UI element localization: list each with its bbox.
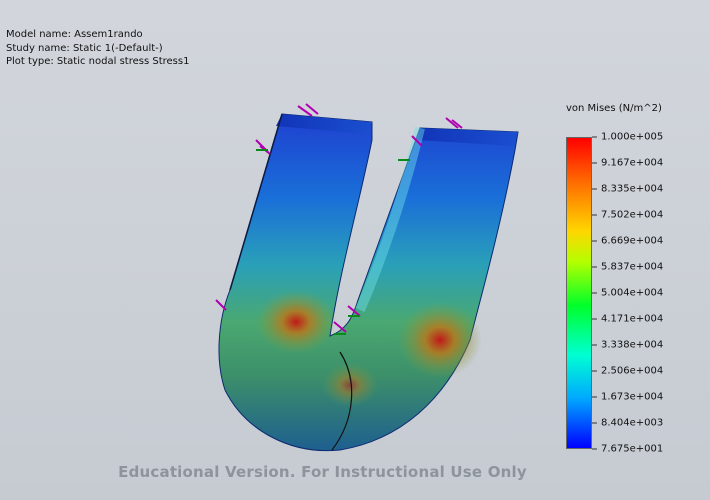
legend-tick-label: 1.000e+005 [601,131,664,143]
right-leg-top-face [418,128,518,146]
legend-tick-mark [592,396,597,398]
legend-tick-mark [592,214,597,216]
legend-tick-mark [592,266,597,268]
legend-tick-label: 7.502e+004 [601,209,664,221]
legend-tick-label: 8.335e+004 [601,183,664,195]
legend-color-bar [566,137,592,449]
fixture-arrow-icon [256,149,410,335]
legend-tick-label: 9.167e+004 [601,157,664,169]
legend-tick-label: 2.506e+004 [601,365,664,377]
legend-tick-mark [592,370,597,372]
legend-tick: 3.338e+004 [592,340,663,351]
force-arrow-icon [215,103,463,333]
left-leg-edge [229,113,283,291]
legend-tick-label: 7.675e+001 [601,443,664,455]
legend-tick-label: 1.673e+004 [601,391,664,403]
legend-tick: 1.673e+004 [592,392,663,403]
legend-tick-mark [592,292,597,294]
stress-hotspot-center [322,363,378,407]
legend-tick-mark [592,188,597,190]
legend-tick-mark [592,240,597,242]
legend-tick: 5.004e+004 [592,288,663,299]
model-name-label: Model name: Assem1rando [6,29,143,40]
legend-tick: 4.171e+004 [592,314,663,325]
legend-tick: 8.404e+003 [592,418,663,429]
stress-hotspot-right [398,302,482,378]
legend-tick: 7.502e+004 [592,210,663,221]
legend-tick-label: 4.171e+004 [601,313,664,325]
right-leg-inner-highlight [355,126,425,312]
legend-tick: 2.506e+004 [592,366,663,377]
legend-title: von Mises (N/m^2) [566,103,662,114]
legend-tick-label: 6.669e+004 [601,235,664,247]
legend-tick: 1.000e+005 [592,132,663,143]
legend-tick-mark [592,162,597,164]
study-info: Model name: Assem1rando Study name: Stat… [6,28,189,69]
legend-tick-label: 5.837e+004 [601,261,664,273]
legend-tick-mark [592,318,597,320]
legend-tick-label: 8.404e+003 [601,417,664,429]
legend-tick-mark [592,448,597,450]
left-leg-top-face [276,114,372,134]
stress-hotspot-left [256,290,336,354]
legend-tick-label: 5.004e+004 [601,287,664,299]
legend-tick-mark [592,136,597,138]
educational-watermark: Educational Version. For Instructional U… [118,463,527,481]
legend-ticks: 1.000e+005 9.167e+004 8.335e+004 7.502e+004… [592,132,672,455]
legend-tick: 7.675e+001 [592,444,663,455]
legend-tick: 5.837e+004 [592,262,663,273]
legend-tick: 6.669e+004 [592,236,663,247]
legend-tick-mark [592,344,597,346]
legend-tick: 9.167e+004 [592,158,663,169]
pipe-seam [331,351,353,451]
study-name-label: Study name: Static 1(-Default-) [6,42,163,54]
legend-tick-label: 3.338e+004 [601,339,664,351]
legend-tick: 8.335e+004 [592,184,663,195]
legend-tick-mark [592,422,597,424]
plot-type-label: Plot type: Static nodal stress Stress1 [6,56,190,67]
